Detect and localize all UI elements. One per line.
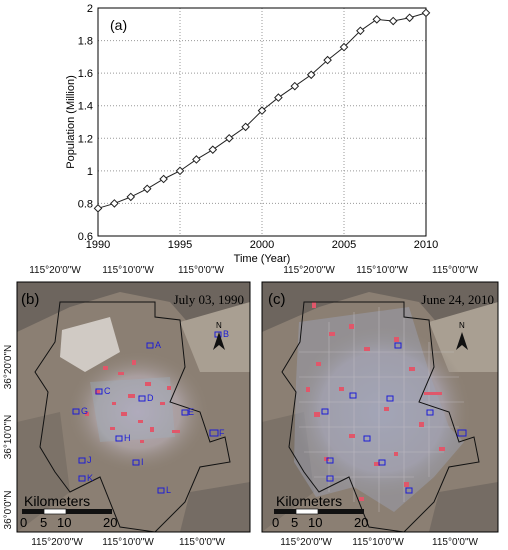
svg-text:20: 20 bbox=[354, 515, 368, 530]
study-site-boxes: A B C D E F G H I J K L bbox=[72, 329, 229, 495]
svg-text:0: 0 bbox=[20, 515, 27, 530]
site-label-c: C bbox=[104, 386, 111, 396]
data-point-marker bbox=[421, 8, 431, 18]
data-point-marker bbox=[290, 81, 300, 91]
y-tick-label: 1.6 bbox=[78, 68, 93, 80]
svg-text:5: 5 bbox=[40, 515, 47, 530]
y-axis-ticks: 0.6 0.8 1 1.2 1.4 1.6 1.8 2 bbox=[78, 3, 93, 243]
y-axis-label: Population (Million) bbox=[65, 75, 77, 169]
data-point-marker bbox=[192, 155, 201, 164]
x-tick-label: 2010 bbox=[414, 239, 438, 251]
y-tick-label: 2 bbox=[87, 3, 93, 15]
scale-bar: Kilometers 0 5 10 20 bbox=[272, 493, 368, 530]
bottom-lon-label-3: 115°0'0"W bbox=[432, 537, 479, 548]
x-tick-label: 1990 bbox=[86, 239, 110, 251]
data-point-marker bbox=[110, 199, 119, 208]
data-point-marker bbox=[208, 145, 218, 154]
study-site-boxes bbox=[321, 342, 467, 494]
site-label-i: I bbox=[141, 457, 144, 467]
top-lon-label-1: 115°20'0"W bbox=[283, 265, 335, 276]
svg-text:Kilometers: Kilometers bbox=[24, 493, 90, 509]
x-tick-label: 1995 bbox=[168, 239, 192, 251]
data-point-marker bbox=[241, 122, 250, 132]
site-label-j: J bbox=[87, 455, 92, 465]
y-tick-label: 0.8 bbox=[78, 198, 93, 210]
panel-label-a: (a) bbox=[110, 17, 127, 33]
data-point-marker bbox=[388, 16, 398, 26]
data-point-marker bbox=[372, 15, 382, 24]
data-point-marker bbox=[257, 106, 267, 115]
site-label-h: H bbox=[124, 433, 131, 443]
bottom-lon-label-3: 115°0'0"W bbox=[179, 537, 226, 548]
bottom-lon-label-1: 115°20'0"W bbox=[31, 537, 83, 548]
north-arrow-icon: N bbox=[213, 321, 225, 350]
x-axis-ticks: 1990 1995 2000 2005 2010 bbox=[86, 239, 438, 251]
svg-text:N: N bbox=[459, 321, 465, 330]
data-point-marker bbox=[274, 93, 283, 102]
map-panel-2010: 115°20'0"W 115°10'0"W 115°0'0"W bbox=[254, 262, 508, 550]
data-point-marker bbox=[224, 133, 234, 143]
population-series-markers bbox=[93, 8, 431, 213]
top-lon-label-2: 115°10'0"W bbox=[102, 265, 154, 276]
svg-text:20: 20 bbox=[103, 515, 117, 530]
site-label-f: F bbox=[219, 428, 225, 438]
panel-label-b: (b) bbox=[21, 291, 39, 308]
site-label-g: G bbox=[81, 406, 88, 416]
y-tick-label: 1.4 bbox=[78, 101, 93, 113]
map-panel-1990: 115°20'0"W 115°10'0"W 115°0'0"W A B C bbox=[0, 262, 254, 550]
left-lat-label-2: 36°10'0"N bbox=[3, 415, 14, 460]
bottom-lon-label-1: 115°20'0"W bbox=[280, 537, 332, 548]
y-tick-label: 1.2 bbox=[78, 133, 93, 145]
data-point-marker bbox=[356, 26, 365, 36]
site-label-k: K bbox=[87, 473, 93, 483]
data-point-marker bbox=[93, 204, 103, 213]
svg-text:0: 0 bbox=[272, 515, 279, 530]
bottom-lon-label-2: 115°10'0"W bbox=[352, 537, 404, 548]
data-point-marker bbox=[159, 174, 168, 184]
y-tick-label: 1.8 bbox=[78, 36, 93, 48]
plot-frame bbox=[97, 7, 427, 237]
bottom-lon-label-2: 115°10'0"W bbox=[102, 537, 154, 548]
top-lon-label-3: 115°0'0"W bbox=[178, 265, 225, 276]
data-point-marker bbox=[142, 184, 152, 194]
x-tick-label: 2000 bbox=[250, 239, 274, 251]
svg-text:N: N bbox=[216, 321, 222, 330]
svg-text:5: 5 bbox=[291, 515, 298, 530]
svg-text:10: 10 bbox=[308, 515, 322, 530]
data-point-marker bbox=[175, 166, 185, 176]
x-axis-label: Time (Year) bbox=[234, 253, 291, 265]
site-label-a: A bbox=[155, 340, 161, 350]
y-tick-label: 1 bbox=[87, 166, 93, 178]
site-label-b: B bbox=[223, 329, 229, 339]
data-point-marker bbox=[306, 70, 316, 80]
x-tick-label: 2005 bbox=[332, 239, 356, 251]
left-lat-label-1: 36°20'0"N bbox=[3, 345, 14, 390]
data-point-marker bbox=[323, 55, 332, 65]
site-label-d: D bbox=[147, 393, 154, 403]
data-point-marker bbox=[405, 13, 414, 23]
map-date-2010: June 24, 2010 bbox=[421, 292, 494, 307]
site-label-e: E bbox=[188, 407, 194, 417]
north-arrow-icon: N bbox=[456, 321, 468, 350]
top-lon-label-2: 115°10'0"W bbox=[356, 265, 408, 276]
data-point-marker bbox=[126, 192, 136, 202]
left-lat-label-3: 36°0'0"N bbox=[3, 491, 14, 530]
top-lon-label-1: 115°20'0"W bbox=[29, 265, 81, 276]
population-line-chart: 1990 1995 2000 2005 2010 0.6 0.8 1 1.2 1.4 1.6 1.8… bbox=[65, 3, 438, 265]
y-tick-label: 0.6 bbox=[78, 231, 93, 243]
scale-bar: Kilometers 0 5 10 20 bbox=[20, 493, 117, 530]
data-point-marker bbox=[339, 42, 349, 52]
satellite-image-2010 bbox=[261, 281, 499, 533]
top-lon-label-3: 115°0'0"W bbox=[432, 265, 479, 276]
map-date-1990: July 03, 1990 bbox=[174, 292, 244, 307]
satellite-image-1990 bbox=[16, 281, 251, 533]
svg-text:10: 10 bbox=[57, 515, 71, 530]
svg-text:Kilometers: Kilometers bbox=[276, 493, 342, 509]
panel-label-c: (c) bbox=[268, 291, 286, 308]
site-label-l: L bbox=[166, 485, 171, 495]
